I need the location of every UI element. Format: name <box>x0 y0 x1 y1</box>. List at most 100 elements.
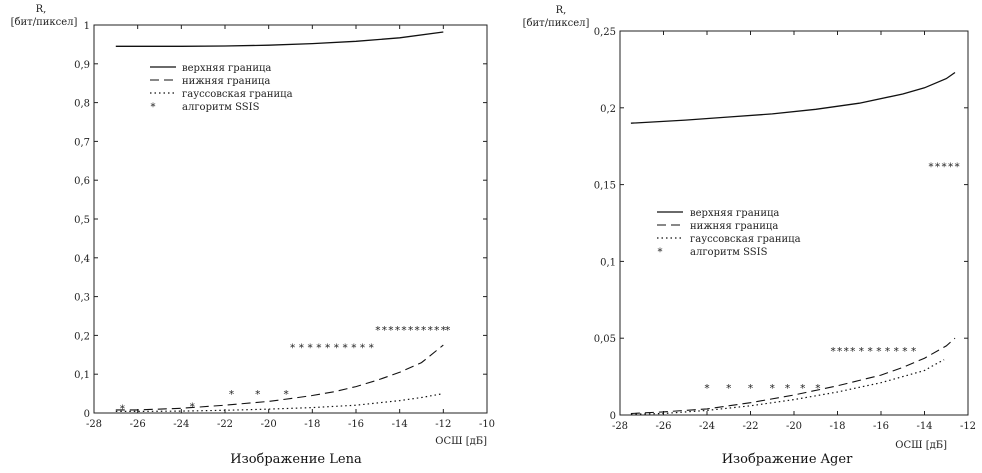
y-axis-unit: [бит/пиксел] <box>11 17 78 28</box>
data-point: * <box>705 383 710 394</box>
y-tick-label: 0,4 <box>74 254 90 265</box>
x-tick-label: -18 <box>829 421 845 432</box>
data-point: * <box>434 326 439 337</box>
data-point: * <box>868 346 873 357</box>
data-point: * <box>369 343 374 354</box>
series-line <box>630 359 945 415</box>
series-3 <box>630 359 945 415</box>
x-axis-label: ОСШ [дБ] <box>895 440 947 451</box>
data-point: * <box>334 343 339 354</box>
x-tick-label: -26 <box>130 419 146 430</box>
data-point: * <box>726 383 731 394</box>
data-point: * <box>343 343 348 354</box>
data-point: * <box>190 402 195 413</box>
legend-label: гауссовская граница <box>182 89 293 100</box>
data-point: * <box>800 383 805 394</box>
x-tick-label: -14 <box>916 421 932 432</box>
series-line <box>630 337 956 415</box>
x-axis-label: ОСШ [дБ] <box>435 436 487 447</box>
x-tick-label: -10 <box>479 419 495 430</box>
data-point: * <box>859 346 864 357</box>
y-tick-label: 0,1 <box>74 370 90 381</box>
y-tick-label: 0,15 <box>594 181 616 192</box>
plot-frame <box>93 24 488 414</box>
data-point: * <box>837 346 842 357</box>
data-point: * <box>402 326 407 337</box>
data-point: * <box>375 326 380 337</box>
y-axis-unit: [бит/пиксел] <box>523 18 590 29</box>
data-point: * <box>815 383 820 394</box>
legend-label: верхняя граница <box>690 208 779 219</box>
data-point: * <box>229 390 234 401</box>
y-tick-label: 0,2 <box>600 104 616 115</box>
series-line <box>630 71 956 124</box>
legend-label: алгоритм SSIS <box>690 247 768 258</box>
legend-label: гауссовская граница <box>690 234 801 245</box>
data-point: * <box>770 383 775 394</box>
data-point: * <box>351 343 356 354</box>
data-point: * <box>395 326 400 337</box>
data-point: * <box>445 326 450 337</box>
data-point: * <box>299 343 304 354</box>
x-tick-label: -26 <box>655 421 671 432</box>
x-tick-label: -12 <box>435 419 451 430</box>
y-tick-label: 0,05 <box>594 334 616 345</box>
data-point: * <box>421 326 426 337</box>
data-point: * <box>415 326 420 337</box>
legend-marker: * <box>151 102 156 113</box>
data-point: * <box>935 162 940 173</box>
x-tick-label: -24 <box>699 421 715 432</box>
data-point: * <box>955 162 960 173</box>
data-point: * <box>308 343 313 354</box>
y-axis-label: R, <box>36 4 47 15</box>
y-tick-label: 0 <box>610 411 616 422</box>
data-point: * <box>902 346 907 357</box>
x-tick-label: -24 <box>173 419 189 430</box>
y-tick-label: 1 <box>84 21 90 32</box>
chart-caption: Изображение Lena <box>230 452 362 467</box>
data-point: * <box>885 346 890 357</box>
x-tick-label: -20 <box>786 421 802 432</box>
series-line <box>115 31 444 47</box>
data-point: * <box>408 326 413 337</box>
legend-label: алгоритм SSIS <box>182 102 260 113</box>
data-point: * <box>942 162 947 173</box>
y-tick-label: 0,5 <box>74 215 90 226</box>
chart-caption: Изображение Ager <box>722 452 853 467</box>
data-point: * <box>441 326 446 337</box>
x-tick-label: -28 <box>86 419 102 430</box>
series-4: * ** * ** * * * * * * * * ** * * * * * * * * * * * <box>120 326 450 415</box>
data-point: * <box>284 390 289 401</box>
data-point: * <box>360 343 365 354</box>
series-1 <box>630 71 956 124</box>
series-4: * * * * * * ** * * * * * * * * * ** * * * * <box>705 162 960 394</box>
data-point: * <box>290 343 295 354</box>
data-point: * <box>388 326 393 337</box>
x-tick-label: -18 <box>304 419 320 430</box>
series-line <box>115 344 444 411</box>
data-point: * <box>894 346 899 357</box>
y-tick-label: 0,3 <box>74 293 90 304</box>
data-point: * <box>929 162 934 173</box>
data-point: * <box>850 346 855 357</box>
chart-1: -28 -26 -24 -22 -20 -18 -16 -14 -12 -10 0 0,1 0,2 0,3… <box>11 4 495 467</box>
data-point: * <box>748 383 753 394</box>
y-tick-label: 0 <box>84 409 90 420</box>
y-tick-label: 0,2 <box>74 331 90 342</box>
data-point: * <box>255 390 260 401</box>
legend-label: нижняя граница <box>690 221 778 232</box>
y-tick-label: 0,9 <box>74 60 90 71</box>
data-point: * <box>316 343 321 354</box>
chart-2: -28 -26 -24 -22 -20 -18 -16 -14 -12 0 0,05 0,1 0,15 0… <box>523 5 976 467</box>
y-tick-label: 0,25 <box>594 27 616 38</box>
y-tick-label: 0,7 <box>74 137 90 148</box>
data-point: * <box>876 346 881 357</box>
x-tick-label: -22 <box>217 419 233 430</box>
legend-label: нижняя граница <box>182 76 270 87</box>
data-point: * <box>382 326 387 337</box>
series-2 <box>115 344 444 411</box>
data-point: * <box>428 326 433 337</box>
data-point: * <box>844 346 849 357</box>
data-point: * <box>785 383 790 394</box>
